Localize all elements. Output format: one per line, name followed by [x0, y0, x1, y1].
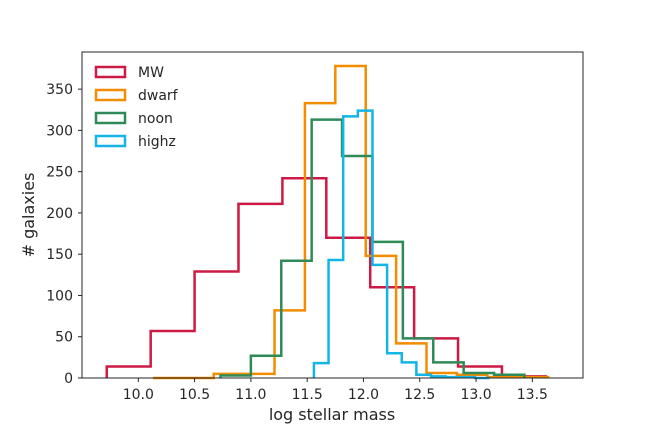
- x-tick-label: 10.0: [123, 387, 154, 403]
- x-axis-label: log stellar mass: [269, 405, 395, 424]
- x-tick-label: 12.0: [348, 387, 379, 403]
- x-axis: 10.0 10.5 11.0 11.5 12.0 12.5 13.0 13.5: [123, 378, 548, 403]
- y-tick-label: 100: [46, 288, 73, 304]
- legend-label-mw: MW: [138, 65, 164, 81]
- x-tick-label: 13.5: [517, 387, 548, 403]
- x-tick-label: 10.5: [179, 387, 210, 403]
- y-tick-label: 0: [64, 371, 73, 387]
- legend-swatch-noon: [94, 111, 127, 125]
- legend: MW dwarf noon highz: [94, 65, 179, 150]
- x-tick-label: 11.5: [292, 387, 323, 403]
- legend-swatch-highz: [94, 134, 127, 148]
- legend-swatch-mw: [94, 65, 127, 79]
- x-tick-label: 13.0: [460, 387, 491, 403]
- legend-label-dwarf: dwarf: [138, 88, 179, 104]
- series-dwarf-step-line: [152, 64, 550, 380]
- legend-label-noon: noon: [138, 111, 173, 127]
- series-mw-step-line: [105, 177, 548, 378]
- y-tick-label: 350: [46, 82, 73, 98]
- plot-frame: [81, 51, 584, 379]
- y-axis-label: # galaxies: [19, 173, 38, 258]
- legend-label-highz: highz: [138, 134, 176, 150]
- y-tick-label: 300: [46, 123, 73, 139]
- y-tick-label: 250: [46, 165, 73, 181]
- y-axis: 0 50 100 150 200 250 300 350: [46, 82, 82, 387]
- x-tick-label: 11.0: [235, 387, 266, 403]
- y-tick-label: 150: [46, 247, 73, 263]
- y-tick-label: 200: [46, 206, 73, 222]
- x-tick-label: 12.5: [404, 387, 435, 403]
- series-highz-step-line: [312, 109, 490, 380]
- series-layer: [105, 64, 550, 380]
- legend-swatch-dwarf: [94, 88, 127, 102]
- y-tick-label: 50: [55, 330, 73, 346]
